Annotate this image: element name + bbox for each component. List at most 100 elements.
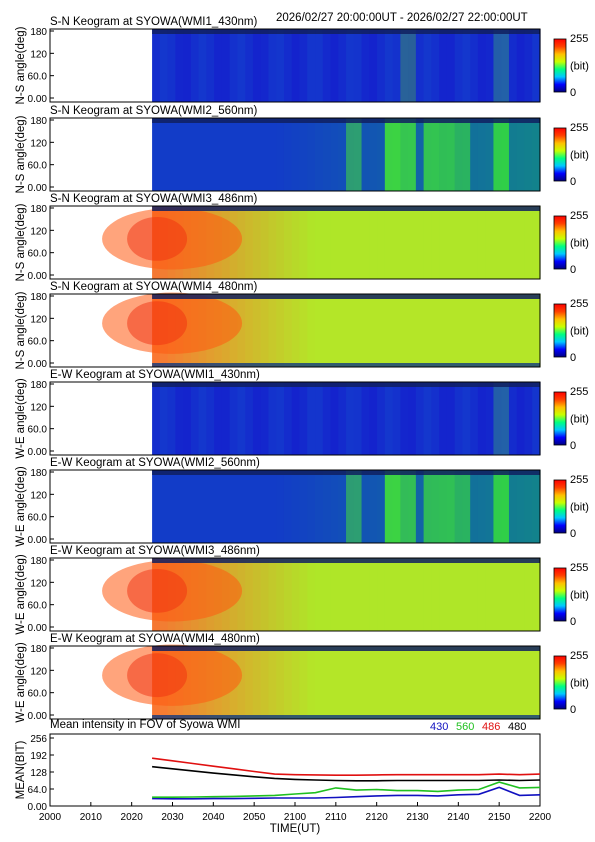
panel-border [49, 205, 541, 280]
y-tick-label: 180 [30, 644, 47, 655]
keogram-strip [330, 29, 339, 102]
keogram-strip [508, 29, 518, 102]
keogram-strip [369, 118, 378, 191]
edge-band-top [152, 470, 541, 475]
keogram-strip [206, 118, 215, 191]
keogram-strip [283, 382, 293, 455]
keogram-strip [167, 382, 176, 455]
keogram-strip [446, 29, 456, 102]
y-axis-label: W-E angle(deg) [15, 378, 27, 458]
y-tick-label: 0.00 [28, 183, 48, 194]
keogram-strip [291, 646, 301, 719]
keogram-strip [361, 294, 370, 367]
keogram-strip [408, 118, 417, 191]
colorbar-max-label: 255 [570, 33, 588, 45]
keogram-strip [369, 646, 378, 719]
keogram-strip [252, 558, 262, 631]
keogram-strip [346, 118, 355, 191]
colorbar [553, 215, 567, 270]
keogram-strip [159, 470, 169, 543]
keogram-strip [384, 470, 394, 543]
keogram-strip [392, 118, 401, 191]
keogram-strip [369, 558, 378, 631]
keogram-strip [439, 29, 448, 102]
keogram-strip [508, 558, 518, 631]
keogram-strip [400, 294, 409, 367]
colorbar-unit-label: (bit) [570, 238, 589, 250]
keogram-strip [532, 294, 541, 367]
keogram-strip [493, 470, 502, 543]
keogram-strip [516, 558, 526, 631]
y-tick-label: 0.00 [28, 535, 48, 546]
y-tick-label: 60.0 [28, 161, 48, 172]
keogram-strip [167, 29, 176, 102]
keogram-strip [361, 29, 370, 102]
keogram-strip [532, 206, 541, 279]
keogram-strip [361, 470, 370, 543]
keogram-strip [431, 118, 440, 191]
keogram-strip [252, 118, 262, 191]
keogram-strip [291, 294, 301, 367]
keogram-strip [408, 646, 417, 719]
keogram-strip [268, 118, 277, 191]
keogram-strip [439, 382, 448, 455]
edge-band-bottom [152, 363, 541, 367]
legend-entry: 430 [430, 721, 448, 733]
colorbar-unit-label: (bit) [570, 678, 589, 690]
keogram-strip [454, 118, 464, 191]
keogram-strip [283, 646, 293, 719]
panel-title: S-N Keogram at SYOWA(WMI3_486nm) [50, 193, 257, 205]
keogram-strip [439, 470, 448, 543]
y-tick-label: 180 [30, 292, 47, 303]
keogram-strip [159, 382, 169, 455]
panel-border [49, 645, 541, 720]
colorbar-unit-label: (bit) [570, 590, 589, 602]
chart-x-axis-label: TIME(UT) [270, 823, 321, 835]
chart-x-tick-label: 2000 [39, 812, 62, 823]
keogram-strip [237, 470, 246, 543]
chart-y-tick-label: 128 [30, 768, 47, 779]
keogram-strip [330, 206, 339, 279]
keogram-strip [423, 470, 432, 543]
keogram-strip [229, 470, 239, 543]
keogram-strip [338, 294, 347, 367]
keogram-strip [392, 646, 401, 719]
chart-y-tick-label: 64.0 [28, 785, 48, 796]
keogram-strip [369, 206, 378, 279]
keogram-strip [516, 294, 526, 367]
keogram-strip [361, 118, 370, 191]
keogram-strip [477, 646, 487, 719]
keogram-strip [361, 558, 370, 631]
keogram-strip [524, 646, 533, 719]
keogram-strip [477, 470, 487, 543]
y-tick-label: 60.0 [28, 425, 48, 436]
keogram-strip [392, 29, 401, 102]
keogram-strip [252, 206, 262, 279]
keogram-strip [315, 646, 324, 719]
keogram-strip [524, 29, 533, 102]
panel-border [49, 381, 541, 456]
keogram-strip [470, 558, 479, 631]
keogram-strip [508, 118, 518, 191]
keogram-image [102, 206, 541, 279]
keogram-panel: S-N Keogram at SYOWA(WMI2_560nm) N-S angl… [15, 105, 589, 194]
keogram-strip [384, 382, 394, 455]
keogram-strip [198, 382, 207, 455]
keogram-panel: S-N Keogram at SYOWA(WMI3_486nm) N-S angl… [15, 193, 589, 282]
keogram-strip [508, 646, 518, 719]
keogram-strip [415, 206, 425, 279]
keogram-strip [183, 118, 192, 191]
y-tick-label: 60.0 [28, 689, 48, 700]
keogram-strip [477, 29, 487, 102]
keogram-strip [283, 558, 293, 631]
keogram-strip [501, 29, 510, 102]
keogram-strip [369, 294, 378, 367]
chart-x-tick-label: 2140 [447, 812, 470, 823]
keogram-strip [183, 470, 192, 543]
panel-title: S-N Keogram at SYOWA(WMI4_480nm) [50, 281, 257, 293]
keogram-strip [260, 294, 270, 367]
keogram-strip [439, 294, 448, 367]
keogram-strip [501, 206, 510, 279]
keogram-strip [361, 382, 370, 455]
keogram-strip [276, 29, 285, 102]
